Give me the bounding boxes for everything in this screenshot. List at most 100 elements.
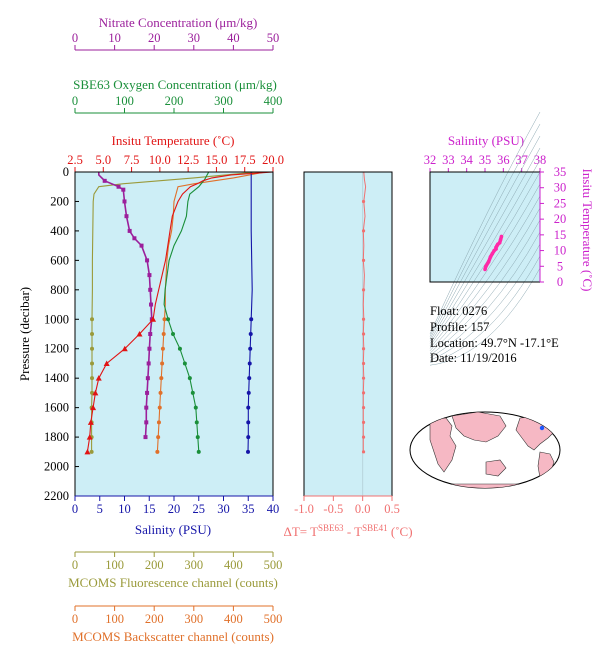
ts-salinity-axis: 32 33 34 35 36 37 38 — [424, 153, 546, 173]
nitrate-tick-label-3: 30 — [188, 31, 201, 45]
delta-t-marker-13 — [361, 450, 366, 454]
fluorescence-tick-label-5: 500 — [264, 558, 283, 572]
temperature-tick-label-2: 7.5 — [124, 153, 140, 167]
ts-salinity-tick-label-1: 33 — [442, 153, 455, 167]
float-location-marker — [539, 425, 545, 431]
float-id: Float: 0276 — [430, 304, 487, 318]
backscatter-marker-7 — [156, 420, 161, 425]
nitrate-marker-10 — [148, 287, 153, 292]
ts-isopycnal-6 — [429, 183, 541, 349]
pressure-tick-label-2: 400 — [50, 224, 69, 238]
ts-isopycnal-12 — [429, 255, 541, 364]
pressure-tick-label-8: 1600 — [44, 401, 69, 415]
salinity-tick-label-5: 25 — [193, 502, 206, 516]
salinity-marker-2 — [248, 346, 253, 351]
temperature-marker-0 — [150, 316, 157, 322]
oxygen-marker-1 — [171, 332, 176, 336]
delta-t-tick-label-0: -1.0 — [294, 502, 314, 516]
oxygen-tick-label-1: 100 — [115, 94, 134, 108]
temperature-tick-label-1: 5.0 — [95, 153, 111, 167]
nitrate-marker-3 — [122, 199, 127, 204]
ts-point-2 — [486, 259, 491, 264]
oxygen-marker-7 — [194, 420, 199, 425]
backscatter-marker-4 — [159, 376, 164, 381]
pressure-tick-label-3: 600 — [50, 253, 69, 267]
nitrate-marker-18 — [144, 405, 149, 410]
temperature-marker-8 — [86, 434, 93, 440]
pressure-tick-label-11: 2200 — [44, 489, 69, 503]
nitrate-marker-19 — [144, 420, 149, 425]
ts-isopycnal-11 — [429, 243, 541, 361]
ts-temperature-tick-label-5: 25 — [554, 196, 567, 210]
delta-t-panel-background — [304, 172, 392, 496]
map-australia — [485, 459, 507, 477]
nitrate-marker-0 — [102, 178, 107, 183]
ts-point-1 — [484, 264, 488, 269]
temperature-tick-label-5: 15.0 — [205, 153, 227, 167]
nitrate-tick-label-1: 10 — [108, 31, 121, 45]
backscatter-marker-6 — [157, 405, 162, 410]
delta-t-axis: -1.0 -0.5 0.0 0.5 — [294, 495, 400, 516]
ts-point-10 — [497, 240, 502, 245]
delta-t-title-part3: (˚C) — [388, 524, 413, 539]
oxygen-marker-4 — [187, 376, 192, 381]
ts-isopycnal-8 — [429, 207, 541, 354]
delta-t-title-part2: - T — [344, 524, 363, 539]
temperature-marker-7 — [87, 419, 94, 425]
delta-t-series — [361, 171, 367, 496]
temperature-marker-2 — [121, 345, 128, 352]
backscatter-tick-label-0: 0 — [72, 612, 78, 626]
delta-t-tick-label-3: 0.5 — [384, 502, 400, 516]
delta-t-title-part1: ΔT= T — [283, 524, 318, 539]
ts-temperature-axis-title: Insitu Temperature (˚C) — [580, 168, 595, 291]
delta-t-marker-9 — [361, 391, 366, 395]
salinity-marker-3 — [247, 361, 252, 366]
salinity-marker-8 — [246, 435, 251, 440]
pressure-tick-label-5: 1000 — [44, 312, 69, 326]
backscatter-marker-0 — [162, 317, 167, 322]
ts-point-3 — [488, 255, 493, 259]
salinity-tick-label-6: 30 — [217, 502, 230, 516]
nitrate-marker-7 — [139, 243, 144, 248]
ts-salinity-tick-label-0: 32 — [424, 153, 437, 167]
ts-point-0 — [483, 267, 487, 272]
temperature-marker-4 — [95, 375, 102, 381]
nitrate-marker-6 — [132, 236, 137, 241]
fluorescence-tick-label-1: 100 — [105, 558, 124, 572]
delta-t-marker-8 — [361, 376, 366, 380]
fluorescence-tick-label-4: 400 — [224, 558, 243, 572]
delta-t-marker-10 — [361, 406, 366, 410]
oxygen-marker-3 — [182, 361, 187, 366]
salinity-axis-title: Salinity (PSU) — [135, 522, 211, 537]
ts-isopycnal-13 — [429, 267, 541, 366]
delta-t-marker-2 — [361, 258, 366, 262]
fluorescence-marker-4 — [90, 376, 95, 381]
pressure-tick-label-9: 1800 — [44, 430, 69, 444]
delta-t-line — [362, 171, 367, 452]
date: Date: 11/19/2016 — [430, 351, 517, 365]
nitrate-tick-label-4: 40 — [227, 31, 240, 45]
nitrate-marker-16 — [145, 376, 150, 381]
delta-t-marker-0 — [361, 199, 366, 204]
oxygen-marker-2 — [177, 346, 182, 351]
ts-temperature-tick-label-7: 35 — [554, 165, 567, 179]
map-europe-africa — [429, 417, 457, 473]
salinity-tick-label-2: 10 — [118, 502, 131, 516]
salinity-marker-0 — [249, 317, 254, 322]
ts-isopycnal-0 — [429, 111, 541, 335]
temperature-marker-1 — [136, 331, 143, 337]
salinity-tick-label-3: 15 — [143, 502, 156, 516]
delta-t-marker-12 — [361, 435, 366, 439]
salinity-marker-9 — [246, 449, 251, 454]
fluorescence-tick-label-3: 300 — [184, 558, 203, 572]
map-asia — [451, 412, 507, 443]
delta-t-marker-7 — [361, 361, 366, 366]
nitrate-marker-5 — [127, 228, 132, 233]
temperature-tick-label-6: 17.5 — [234, 153, 256, 167]
ts-temperature-tick-label-0: 0 — [557, 275, 563, 289]
temperature-marker-3 — [103, 360, 110, 366]
oxygen-tick-label-3: 300 — [214, 94, 233, 108]
delta-t-title-sup2: SBE41 — [362, 523, 388, 533]
fluorescence-marker-5 — [90, 390, 95, 395]
